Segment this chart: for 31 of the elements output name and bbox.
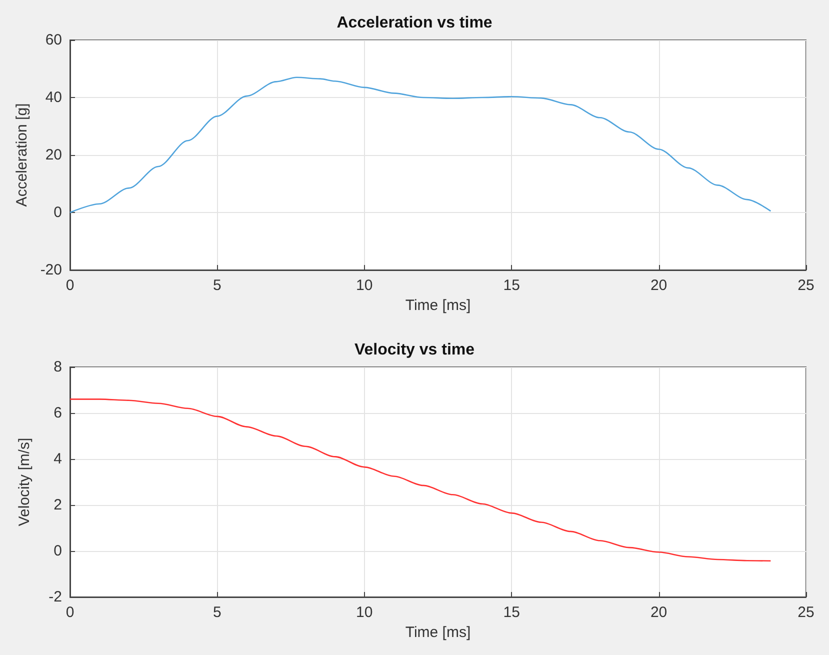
y-tick-label: 8	[54, 358, 62, 376]
y-tick-label: -2	[48, 588, 62, 606]
y-axis-title: Velocity [m/s]	[16, 438, 33, 526]
x-tick-label: 25	[798, 277, 814, 294]
x-tick-label: 0	[66, 277, 74, 294]
chart-title: Velocity vs time	[354, 342, 475, 358]
x-tick-label: 5	[213, 604, 222, 621]
y-tick-label: 60	[45, 32, 62, 48]
y-tick-label: 2	[54, 496, 62, 514]
y-tick-label: 0	[54, 204, 62, 221]
y-tick-label: -20	[40, 262, 62, 278]
x-tick-label: 0	[66, 604, 74, 621]
x-tick-label: 10	[356, 277, 373, 294]
x-tick-label: 15	[503, 277, 520, 294]
y-tick-label: 4	[54, 450, 62, 468]
y-tick-label: 0	[54, 542, 62, 560]
y-tick-label: 40	[45, 89, 62, 106]
chart-title: Acceleration vs time	[336, 14, 492, 32]
line-series	[69, 398, 772, 562]
x-tick-label: 20	[650, 604, 668, 621]
x-tick-label: 5	[213, 277, 222, 294]
line-series	[69, 76, 772, 214]
x-tick-label: 25	[798, 604, 814, 621]
y-tick-label: 6	[54, 404, 62, 422]
x-axis-title: Time [ms]	[405, 297, 471, 314]
x-tick-label: 20	[650, 277, 668, 294]
x-tick-label: 15	[503, 604, 520, 621]
y-tick-label: 20	[45, 146, 62, 164]
x-axis-title: Time [ms]	[405, 624, 471, 641]
x-tick-label: 10	[356, 604, 373, 621]
y-axis-title: Acceleration [g]	[13, 103, 30, 207]
